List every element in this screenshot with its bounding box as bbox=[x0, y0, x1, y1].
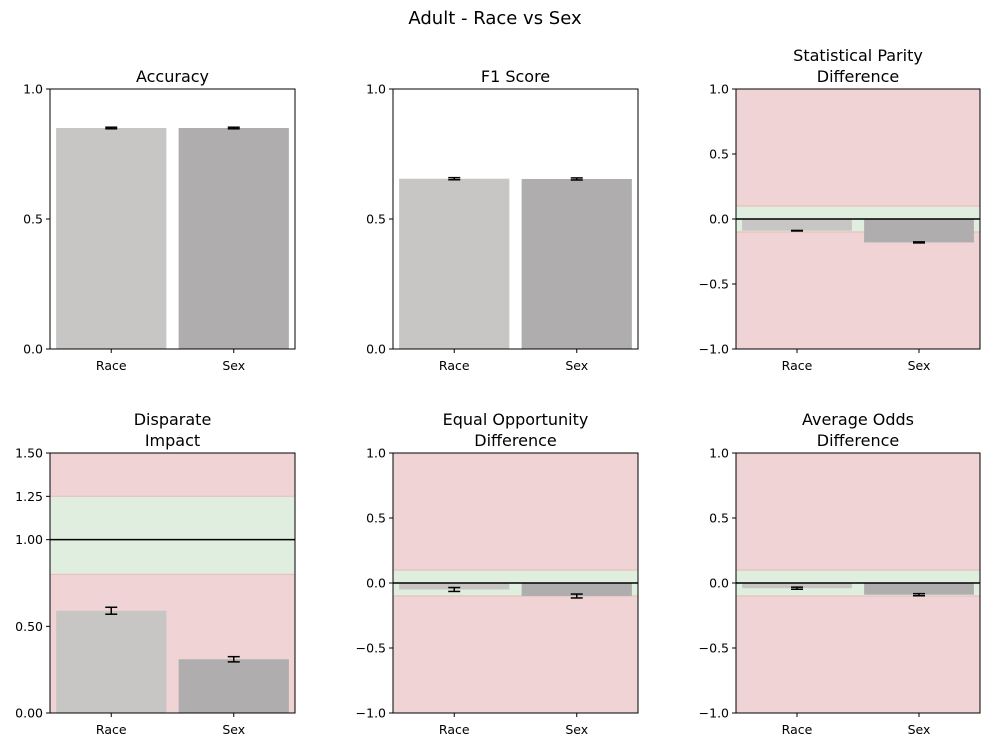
unfair-region-upper bbox=[736, 453, 980, 570]
unfair-region-upper bbox=[50, 453, 295, 497]
x-tick-label: Sex bbox=[222, 722, 245, 737]
y-tick-label: 1.0 bbox=[709, 82, 729, 97]
y-tick-label: 0.0 bbox=[366, 342, 386, 357]
unfair-region-upper bbox=[393, 453, 638, 570]
subplot-title: Statistical Parity bbox=[793, 46, 923, 65]
y-tick-label: 0.0 bbox=[709, 212, 729, 227]
bar-sex bbox=[178, 128, 289, 349]
y-tick-label: 1.0 bbox=[366, 82, 386, 97]
subplot-title: Difference bbox=[817, 431, 899, 450]
bar-sex bbox=[178, 659, 289, 713]
error-bar-sex bbox=[227, 126, 240, 130]
y-tick-label: 0.50 bbox=[15, 619, 43, 634]
error-bar-sex bbox=[570, 593, 583, 599]
error-bar-race bbox=[105, 606, 118, 615]
y-tick-label: −1.0 bbox=[699, 342, 729, 357]
subplot-1: 0.0 0.5 1.0 Race Sex Accuracy bbox=[23, 67, 296, 373]
x-tick-label: Sex bbox=[908, 358, 931, 373]
error-bar-sex bbox=[913, 592, 925, 597]
bar-race bbox=[742, 583, 852, 589]
bar-sex bbox=[864, 583, 974, 595]
error-bar-race bbox=[105, 126, 118, 130]
y-tick-label: 0.5 bbox=[23, 212, 43, 227]
figure-title: Adult - Race vs Sex bbox=[408, 8, 582, 29]
fair-region bbox=[50, 496, 295, 575]
bar-sex bbox=[521, 178, 632, 349]
error-bar-race bbox=[791, 229, 803, 232]
bar-race bbox=[56, 610, 167, 713]
y-tick-label: −0.5 bbox=[699, 641, 729, 656]
subplot-3: −1.0 −0.5 0.0 0.5 1.0 Race Sex Statistical Pari… bbox=[699, 46, 981, 373]
bar-sex bbox=[864, 219, 974, 243]
y-tick-label: 0.5 bbox=[709, 511, 729, 526]
subplot-title: Disparate bbox=[134, 410, 212, 429]
error-bar-race bbox=[791, 586, 803, 590]
x-tick-label: Sex bbox=[908, 722, 931, 737]
y-tick-label: 0.0 bbox=[709, 576, 729, 591]
bar-race bbox=[399, 583, 510, 590]
subplot-title: Accuracy bbox=[136, 67, 209, 86]
y-tick-label: 1.50 bbox=[15, 446, 43, 461]
subplot-4: 0.00 0.50 1.00 1.25 1.50 Race Sex Disparate Impa… bbox=[15, 410, 296, 737]
y-tick-label: −1.0 bbox=[356, 706, 386, 721]
error-bar-race bbox=[448, 176, 461, 181]
x-tick-label: Race bbox=[439, 722, 470, 737]
unfair-region-lower bbox=[736, 596, 980, 713]
y-tick-label: −0.5 bbox=[699, 277, 729, 292]
subplot-5: −1.0 −0.5 0.0 0.5 1.0 Race Sex Equal Opportunit… bbox=[356, 410, 639, 737]
y-tick-label: 0.00 bbox=[15, 706, 43, 721]
y-tick-label: 1.0 bbox=[23, 82, 43, 97]
subplot-2: 0.0 0.5 1.0 Race Sex F1 Score bbox=[366, 67, 639, 373]
x-tick-label: Race bbox=[96, 722, 127, 737]
unfair-region-lower bbox=[736, 232, 980, 349]
x-tick-label: Race bbox=[782, 722, 813, 737]
subplot-title: Average Odds bbox=[802, 410, 914, 429]
error-bar-sex bbox=[913, 241, 925, 244]
y-tick-label: −0.5 bbox=[356, 641, 386, 656]
subplot-title: Impact bbox=[145, 431, 200, 450]
x-tick-label: Race bbox=[439, 358, 470, 373]
axes-frame bbox=[49, 452, 296, 714]
subplot-title: Difference bbox=[817, 67, 899, 86]
unfair-region-upper bbox=[736, 89, 980, 206]
y-tick-label: 0.5 bbox=[366, 511, 386, 526]
subplot-6: −1.0 −0.5 0.0 0.5 1.0 Race Sex Average Odds Diff… bbox=[699, 410, 981, 737]
y-tick-label: 1.00 bbox=[15, 532, 43, 547]
y-tick-label: 0.0 bbox=[23, 342, 43, 357]
error-bar-sex bbox=[570, 177, 583, 181]
y-tick-label: −1.0 bbox=[699, 706, 729, 721]
y-tick-label: 1.0 bbox=[366, 446, 386, 461]
unfair-region-lower bbox=[393, 596, 638, 713]
y-tick-label: 0.5 bbox=[366, 212, 386, 227]
x-tick-label: Sex bbox=[222, 358, 245, 373]
y-tick-label: 0.5 bbox=[709, 147, 729, 162]
x-tick-label: Race bbox=[782, 358, 813, 373]
bar-race bbox=[742, 219, 852, 231]
y-tick-label: 0.0 bbox=[366, 576, 386, 591]
subplot-title: Equal Opportunity bbox=[443, 410, 589, 429]
y-tick-label: 1.25 bbox=[15, 489, 43, 504]
y-tick-label: 1.0 bbox=[709, 446, 729, 461]
x-tick-label: Sex bbox=[565, 722, 588, 737]
bar-race bbox=[399, 178, 510, 349]
bar-race bbox=[56, 128, 167, 349]
x-tick-label: Race bbox=[96, 358, 127, 373]
bar-sex bbox=[521, 583, 632, 596]
error-bar-race bbox=[448, 586, 461, 593]
subplot-title: Difference bbox=[474, 431, 556, 450]
error-bar-sex bbox=[227, 655, 240, 663]
subplot-title: F1 Score bbox=[481, 67, 550, 86]
x-tick-label: Sex bbox=[565, 358, 588, 373]
